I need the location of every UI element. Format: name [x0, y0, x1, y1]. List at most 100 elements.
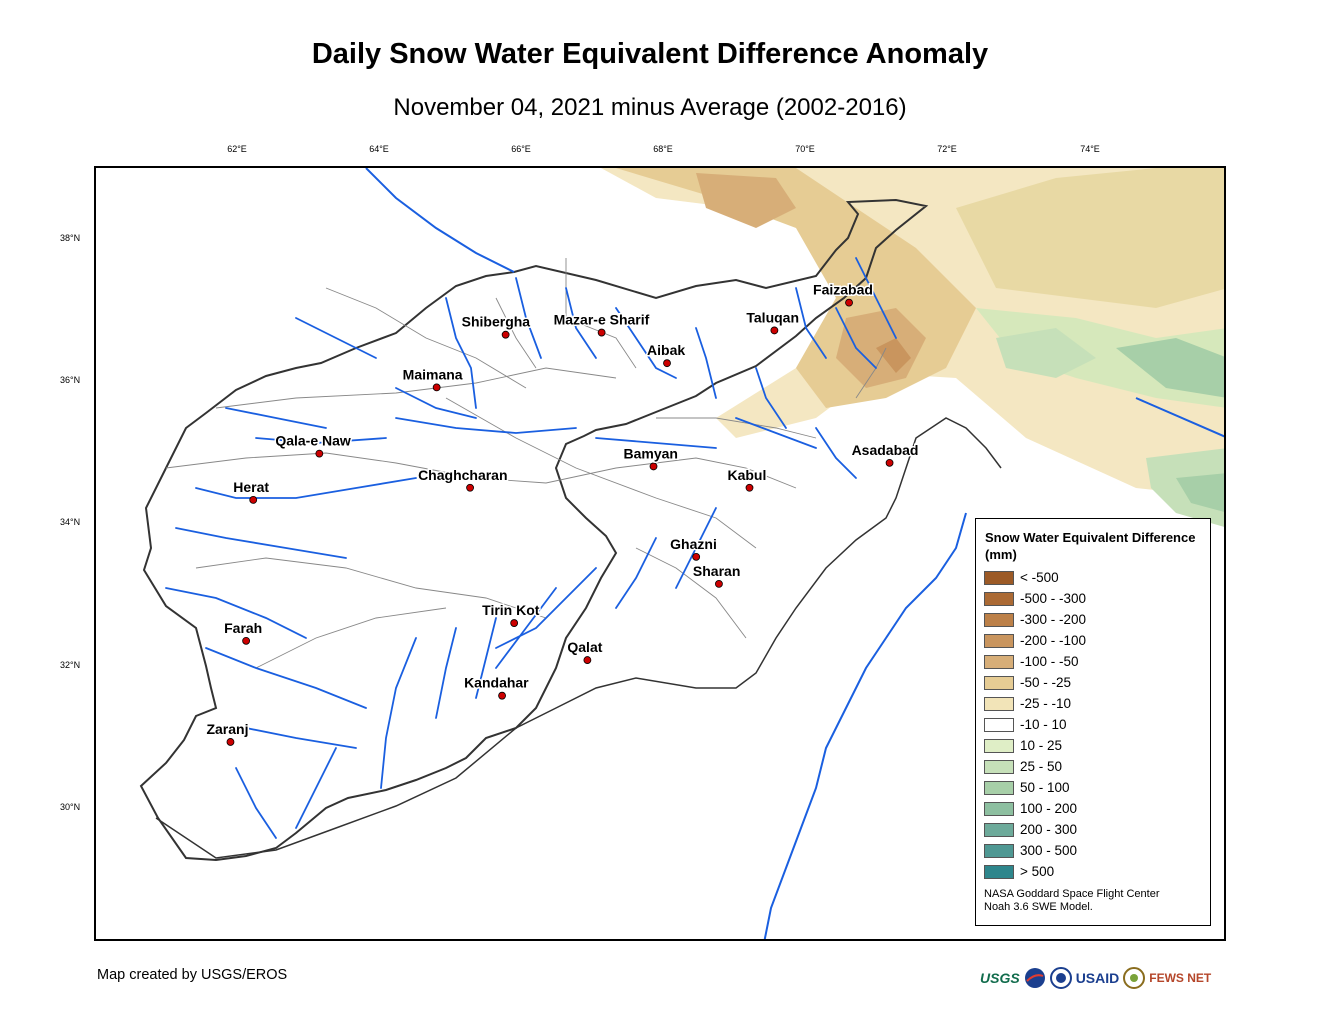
city-label: Taluqan — [746, 309, 799, 325]
city-label: Sharan — [693, 563, 740, 579]
legend-item: 25 - 50 — [984, 756, 1086, 777]
city-marker — [583, 656, 592, 664]
fewsnet-logo: FEWS NET — [1149, 971, 1212, 985]
legend-item: 50 - 100 — [984, 777, 1086, 798]
map-subtitle: November 04, 2021 minus Average (2002-20… — [393, 94, 907, 121]
legend-label: -200 - -100 — [1020, 633, 1087, 648]
basin-boundaries — [165, 258, 887, 669]
legend-swatch — [984, 801, 1014, 816]
cities-layer: Faizabad Shibergha Mazar-e Sharif Taluqan Ai… — [205, 280, 920, 746]
city-label: Qalat — [567, 639, 602, 655]
city-marker — [501, 330, 510, 339]
rivers — [165, 257, 897, 839]
lat-label: 38°N — [60, 233, 81, 243]
city-label: Kabul — [727, 467, 766, 483]
legend-item: 10 - 25 — [984, 735, 1086, 756]
legend-item: -10 - 10 — [984, 714, 1086, 735]
city-label: Asadabad — [852, 442, 919, 458]
city-marker — [466, 483, 474, 492]
neighbor-border — [1135, 397, 1224, 438]
city-marker — [315, 449, 324, 458]
legend-item: > 500 — [984, 861, 1086, 882]
city-marker — [663, 359, 671, 368]
city-label: Faizabad — [813, 282, 873, 298]
city-marker — [745, 483, 754, 492]
city-marker — [226, 738, 235, 746]
legend-item: 200 - 300 — [984, 819, 1086, 840]
city-label: Zaranj — [206, 721, 248, 737]
credit-line-1: NASA Goddard Space Flight Center — [984, 888, 1160, 900]
legend-item: 300 - 500 — [984, 840, 1086, 861]
legend-label: 300 - 500 — [1020, 843, 1078, 858]
legend-item: -50 - -25 — [984, 672, 1086, 693]
legend-item: -100 - -50 — [984, 651, 1086, 672]
legend-swatch — [984, 591, 1014, 606]
city-label: Bamyan — [624, 445, 678, 461]
lon-label: 68°E — [653, 144, 673, 154]
city-marker — [649, 462, 658, 471]
city-label: Aibak — [647, 342, 685, 358]
map-canvas: Faizabad Shibergha Mazar-e Sharif Taluqan Ai… — [139, 168, 1224, 939]
lon-label: 64°E — [369, 144, 389, 154]
legend-swatch — [984, 696, 1014, 711]
city-label: Ghazni — [670, 536, 717, 552]
country-border-south — [155, 417, 1002, 859]
lon-label: 62°E — [227, 144, 247, 154]
city-marker — [692, 552, 701, 561]
city-label: Herat — [233, 479, 269, 495]
city-marker — [597, 328, 606, 337]
legend-swatch — [984, 675, 1014, 690]
city-marker — [885, 458, 894, 467]
lat-label: 34°N — [60, 517, 81, 527]
legend-label: < -500 — [1020, 570, 1059, 585]
logos: USGS USAID FEWS NET — [980, 964, 1226, 992]
nasa-logo-icon — [1024, 968, 1045, 988]
neighbor-border — [365, 168, 515, 273]
legend-swatch — [984, 822, 1014, 837]
neighbor-border — [763, 512, 967, 939]
legend-item: -25 - -10 — [984, 693, 1086, 714]
city-label: Qala-e Naw — [275, 433, 351, 449]
legend-items: < -500 -500 - -300 -300 - -200 -200 - -100 -… — [984, 567, 1086, 882]
legend-label: -50 - -25 — [1020, 675, 1072, 690]
lon-label: 74°E — [1080, 144, 1100, 154]
legend-swatch — [984, 843, 1014, 858]
legend-swatch — [984, 570, 1014, 585]
legend-label: 100 - 200 — [1020, 801, 1078, 816]
city-marker — [715, 579, 723, 588]
legend-item: -200 - -100 — [984, 630, 1086, 651]
fewsnet-logo-icon — [1123, 967, 1146, 989]
legend-label: -300 - -200 — [1020, 612, 1087, 627]
city-label: Farah — [224, 620, 262, 636]
map-title: Daily Snow Water Equivalent Difference A… — [311, 38, 989, 70]
usgs-logo: USGS — [980, 970, 1020, 986]
country-border — [139, 198, 929, 862]
city-label: Kandahar — [464, 675, 529, 691]
legend-item: 100 - 200 — [984, 798, 1086, 819]
city-marker — [242, 636, 251, 645]
lon-label: 66°E — [511, 144, 531, 154]
lon-label: 70°E — [795, 144, 815, 154]
legend-label: 25 - 50 — [1020, 759, 1063, 774]
city-marker — [498, 691, 506, 700]
legend-swatch — [984, 633, 1014, 648]
legend-label: -25 - -10 — [1020, 696, 1072, 711]
usaid-seal-icon — [1049, 967, 1072, 989]
lat-label: 32°N — [60, 660, 81, 670]
legend-swatch — [984, 612, 1014, 627]
usaid-logo: USAID — [1075, 970, 1120, 986]
legend-item: -500 - -300 — [984, 588, 1086, 609]
city-marker — [845, 298, 853, 307]
legend-label: -500 - -300 — [1020, 591, 1087, 606]
legend-swatch — [984, 864, 1014, 879]
footer-credit: Map created by USGS/EROS — [97, 967, 288, 983]
legend-title: Snow Water Equivalent Difference (mm) — [985, 530, 1196, 562]
legend-label: 10 - 25 — [1020, 738, 1063, 753]
city-marker — [249, 495, 258, 504]
legend-label: -10 - 10 — [1020, 717, 1067, 732]
legend-label: 50 - 100 — [1020, 780, 1070, 795]
legend-label: > 500 — [1020, 864, 1055, 879]
city-label: Chaghcharan — [418, 467, 507, 483]
legend-swatch — [984, 738, 1014, 753]
legend-swatch — [984, 780, 1014, 795]
